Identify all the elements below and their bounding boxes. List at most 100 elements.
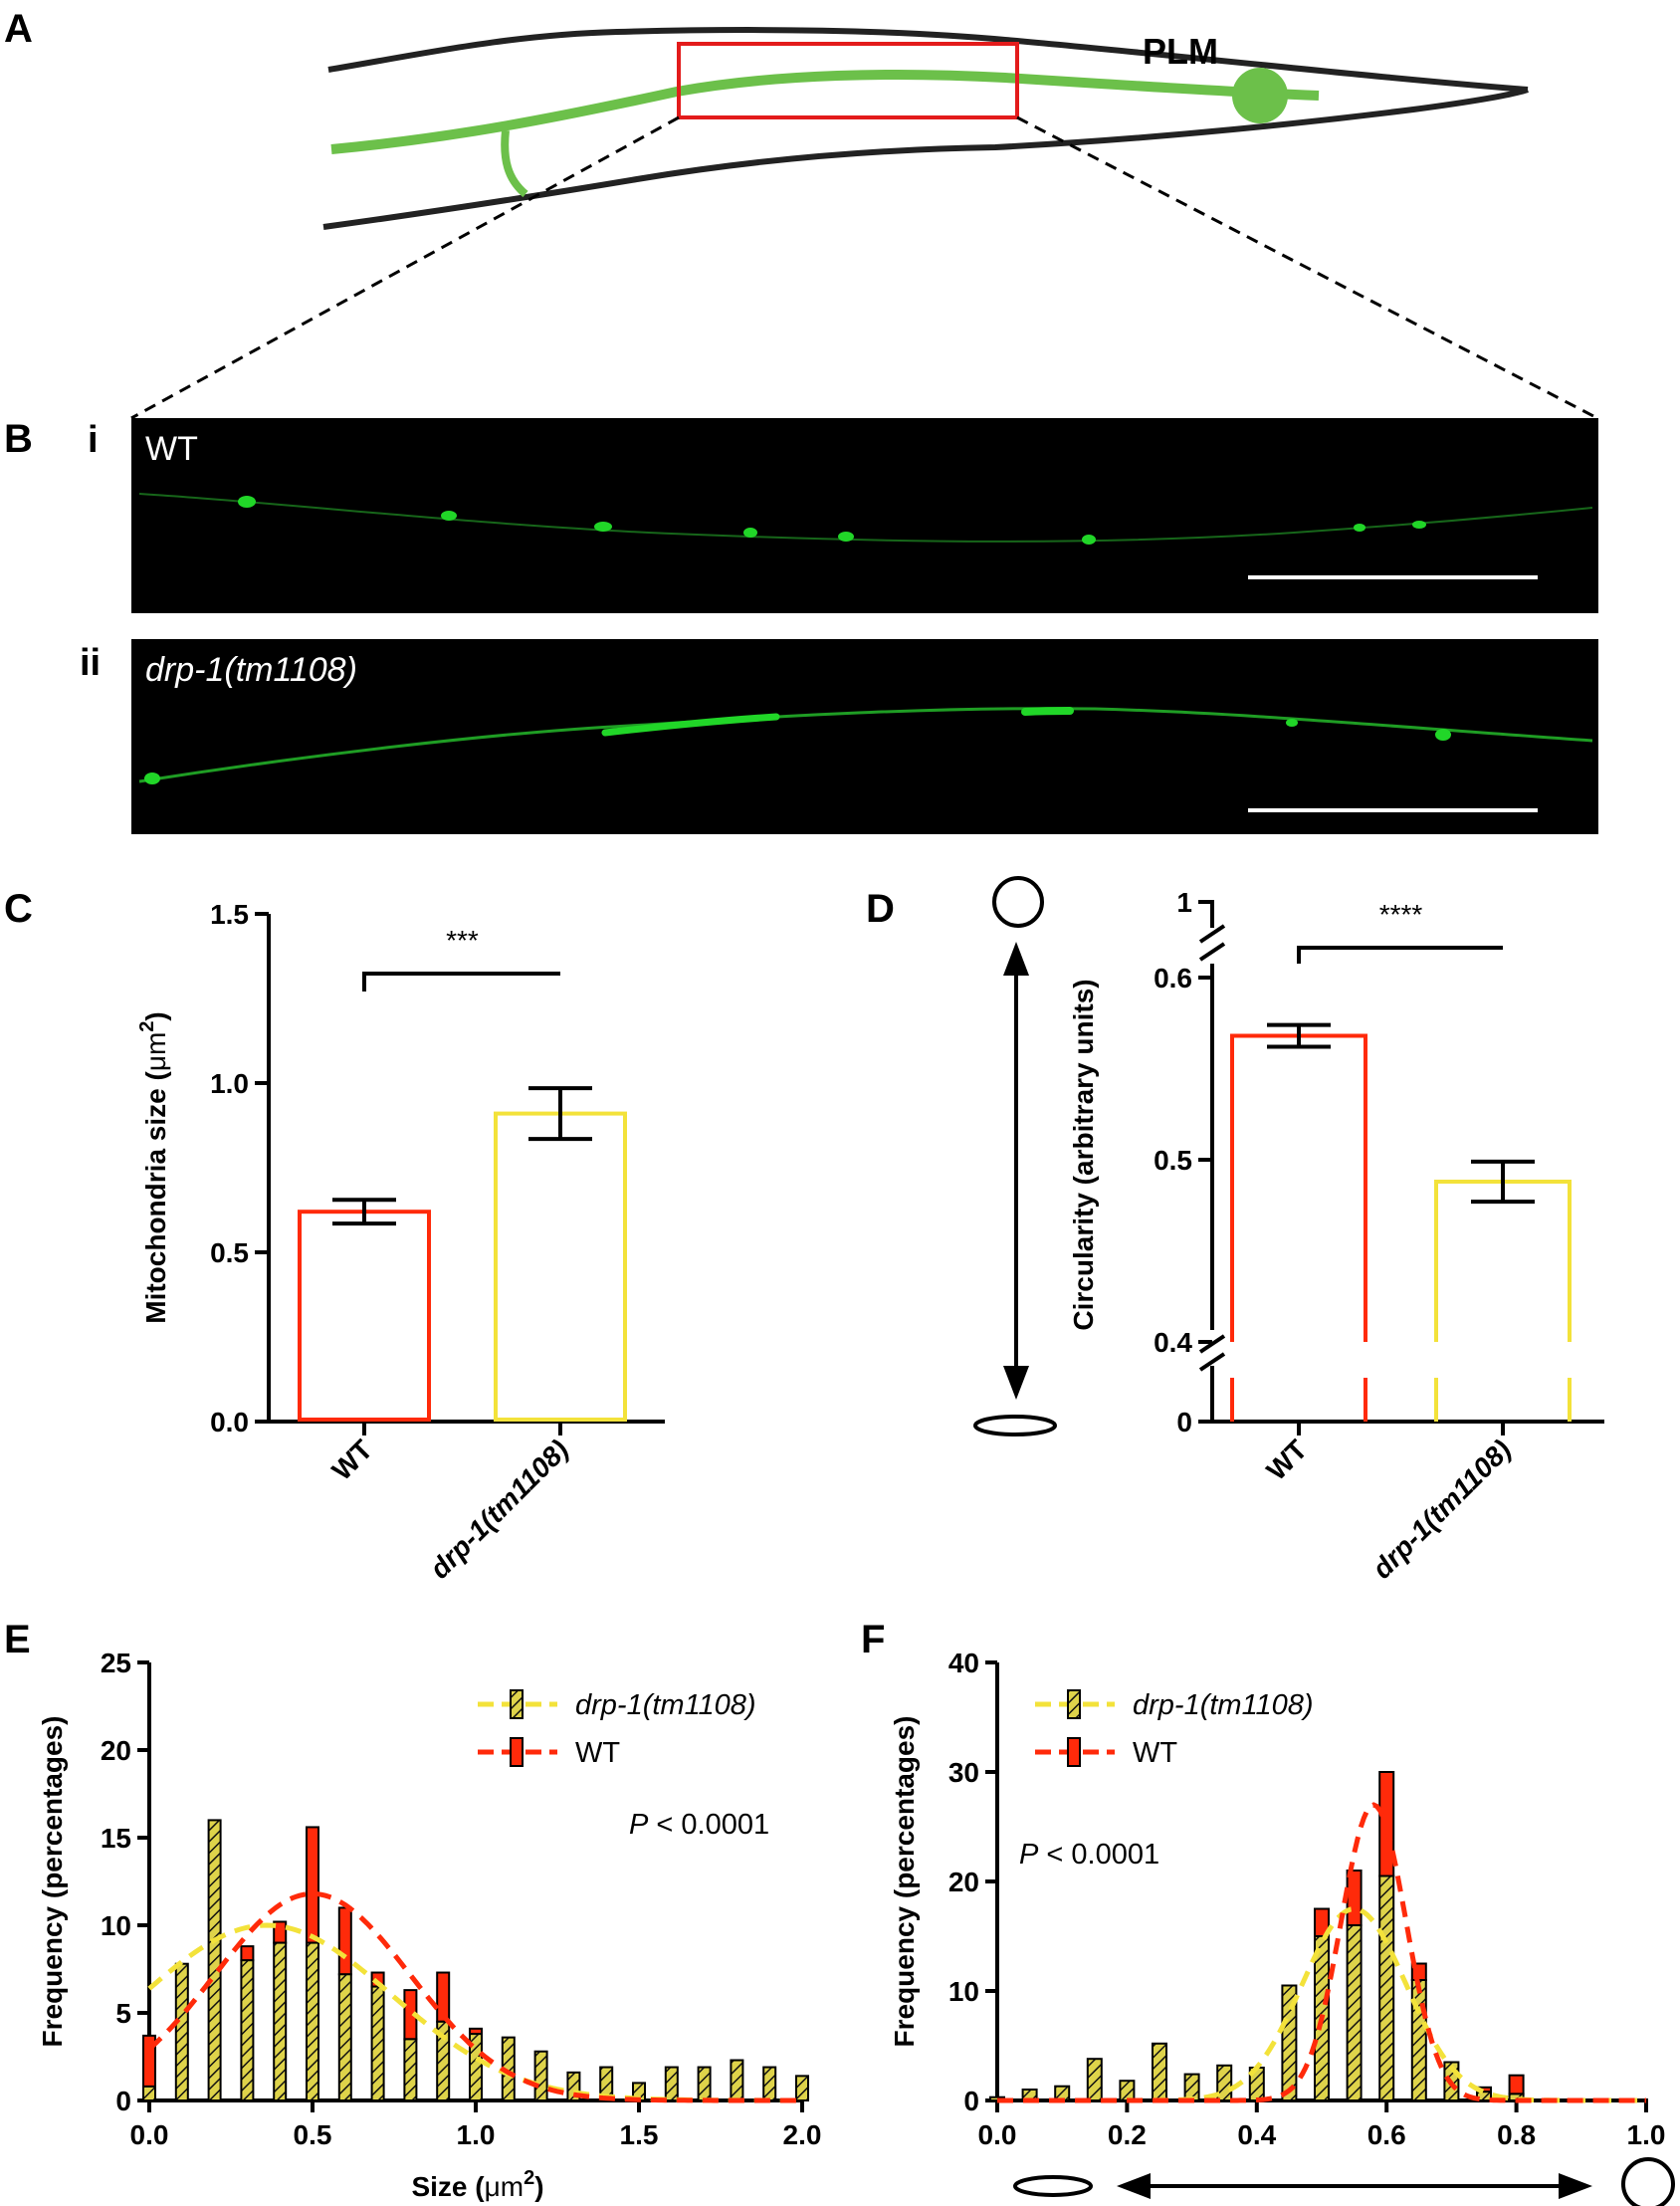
plm-axon bbox=[330, 69, 1320, 154]
legend-wt-label: WT bbox=[575, 1737, 620, 1769]
x-tick-label: drp-1(tm1108) bbox=[424, 1434, 574, 1584]
y-axis-label: Circularity (arbitrary units) bbox=[1068, 979, 1099, 1330]
bar-drp1 bbox=[436, 2020, 451, 2102]
wt-mitochondrion bbox=[238, 496, 256, 508]
x-tick-label: 1.0 bbox=[457, 2119, 496, 2150]
p-value-text: < 0.0001 bbox=[648, 1809, 769, 1841]
axis-break-mark bbox=[1198, 942, 1226, 962]
x-tick-label: 0.0 bbox=[130, 2119, 169, 2150]
bar-drp1 bbox=[403, 2038, 418, 2101]
bar-drp1 bbox=[762, 2066, 777, 2102]
drp1-mitochondrion bbox=[1021, 707, 1074, 716]
x-tick-label: WT bbox=[1261, 1434, 1314, 1486]
x-tick-label: 1.5 bbox=[620, 2119, 659, 2150]
micrograph-wt-background bbox=[131, 418, 1598, 613]
bar-drp1 bbox=[240, 1959, 255, 2101]
legend-wt-label: WT bbox=[1133, 1737, 1177, 1769]
p-value-symbol: P bbox=[629, 1809, 649, 1841]
bar-wt bbox=[337, 1906, 352, 1976]
bar-wt bbox=[240, 1945, 255, 1962]
panel-label-f: F bbox=[861, 1618, 885, 1661]
y-tick-label: 0.6 bbox=[1154, 963, 1192, 993]
bar-drp1 bbox=[533, 2050, 548, 2101]
p-value-annotation: P < 0.0001 bbox=[1019, 1839, 1159, 1871]
legend-wt-swatch bbox=[1067, 1737, 1081, 1767]
y-tick-label-bottom: 0 bbox=[1176, 1407, 1192, 1437]
significance-bracket bbox=[1297, 946, 1503, 964]
x-tick-label: 0.8 bbox=[1497, 2119, 1536, 2150]
bar-wt bbox=[298, 1210, 431, 1422]
fit-curve-wt bbox=[997, 1802, 1646, 2103]
legend-drp1-label: drp-1(tm1108) bbox=[1133, 1689, 1314, 1721]
y-tick-label: 10 bbox=[101, 1910, 131, 1941]
zoom-region-box bbox=[677, 42, 1019, 119]
y-tick-label: 0.5 bbox=[210, 1237, 249, 1268]
arrow-head-down bbox=[1003, 1366, 1029, 1400]
legend-drp1-label: drp-1(tm1108) bbox=[575, 1689, 756, 1721]
panel-label-d: D bbox=[866, 887, 895, 931]
plm-soma bbox=[1232, 68, 1288, 123]
y-tick-label: 25 bbox=[101, 1648, 131, 1678]
arrow-head-up bbox=[1003, 942, 1029, 976]
y-tick-label: 30 bbox=[948, 1757, 979, 1788]
y-tick-label: 0.5 bbox=[1154, 1145, 1192, 1176]
panel-label-c: C bbox=[4, 887, 33, 931]
bar-drp1 bbox=[306, 1941, 319, 2101]
wt-mitochondrion bbox=[441, 511, 457, 521]
bar-drp1 bbox=[795, 2075, 809, 2102]
axis-break-mark bbox=[1198, 1352, 1226, 1372]
bar-drp1 bbox=[697, 2066, 712, 2102]
bar-drp1 bbox=[1378, 1875, 1395, 2101]
wt-mitochondrion bbox=[594, 522, 612, 532]
y-tick-label: 10 bbox=[948, 1976, 979, 2007]
worm-body-lower bbox=[322, 87, 1529, 230]
legend-drp1-swatch bbox=[1067, 1689, 1081, 1719]
significance-label: *** bbox=[446, 925, 479, 956]
bar-drp1 bbox=[494, 1111, 627, 1422]
y-tick-label: 0.4 bbox=[1154, 1327, 1192, 1358]
bar-drp1 bbox=[1434, 1179, 1572, 1342]
wt-mitochondrion bbox=[1082, 535, 1096, 545]
worm-body-upper bbox=[327, 27, 1529, 93]
bar-drp1 bbox=[337, 1973, 352, 2102]
x-axis-label-main: Size ( bbox=[411, 2171, 485, 2202]
x-tick-label: 1.0 bbox=[1627, 2119, 1666, 2150]
drp1-axon bbox=[138, 707, 1593, 783]
wt-mitochondrion bbox=[838, 532, 854, 542]
circularity-scale-horizontal bbox=[1013, 2157, 1675, 2206]
wt-mitochondrion bbox=[1354, 524, 1365, 532]
x-axis-label-close: ) bbox=[534, 2171, 543, 2202]
wt-mitochondrion bbox=[743, 528, 757, 538]
y-tick-label: 15 bbox=[101, 1823, 131, 1854]
panel-label-b: B bbox=[4, 417, 33, 461]
x-axis-label-sup: 2 bbox=[524, 2167, 534, 2189]
y-axis-label: Mitochondria size (μm2) bbox=[136, 1011, 171, 1324]
circle-icon bbox=[1621, 2157, 1675, 2206]
circularity-scale-vertical bbox=[973, 876, 1057, 1436]
x-axis-label: Size (μm2) bbox=[411, 2167, 543, 2202]
bar-drp1 bbox=[142, 2085, 156, 2101]
x-axis-label-unit: μm bbox=[485, 2171, 524, 2202]
bar-drp1 bbox=[207, 1819, 222, 2102]
y-axis-label: Frequency (percentages) bbox=[889, 1716, 920, 2048]
arrow-head-left bbox=[1117, 2173, 1151, 2199]
y-tick-label: 5 bbox=[115, 1998, 131, 2029]
micrograph-wt-label: WT bbox=[145, 430, 198, 468]
row-index-i: i bbox=[88, 419, 99, 461]
y-axis-label: Frequency (percentages) bbox=[37, 1716, 68, 2048]
bar-wt bbox=[1378, 1771, 1395, 1877]
plm-branch bbox=[501, 129, 528, 198]
worm-diagram: PLM bbox=[130, 27, 1598, 420]
panel-label-a: A bbox=[4, 7, 33, 51]
micrograph-wt: WT bbox=[131, 418, 1598, 613]
bar-wt bbox=[306, 1826, 319, 1944]
bar-drp1 bbox=[469, 2033, 483, 2101]
chart-f: 0 10 20 30 40 0.0 0.2 0.4 0.6 0.8 1.0 Frequency (pe… bbox=[889, 1648, 1665, 2150]
arrow-head-right bbox=[1559, 2173, 1592, 2199]
y-tick-label-top: 1 bbox=[1176, 887, 1192, 918]
significance-bracket bbox=[362, 972, 560, 992]
bar-drp1 bbox=[174, 1962, 189, 2101]
x-tick-label: 2.0 bbox=[783, 2119, 822, 2150]
y-tick-label: 0 bbox=[963, 2086, 979, 2116]
